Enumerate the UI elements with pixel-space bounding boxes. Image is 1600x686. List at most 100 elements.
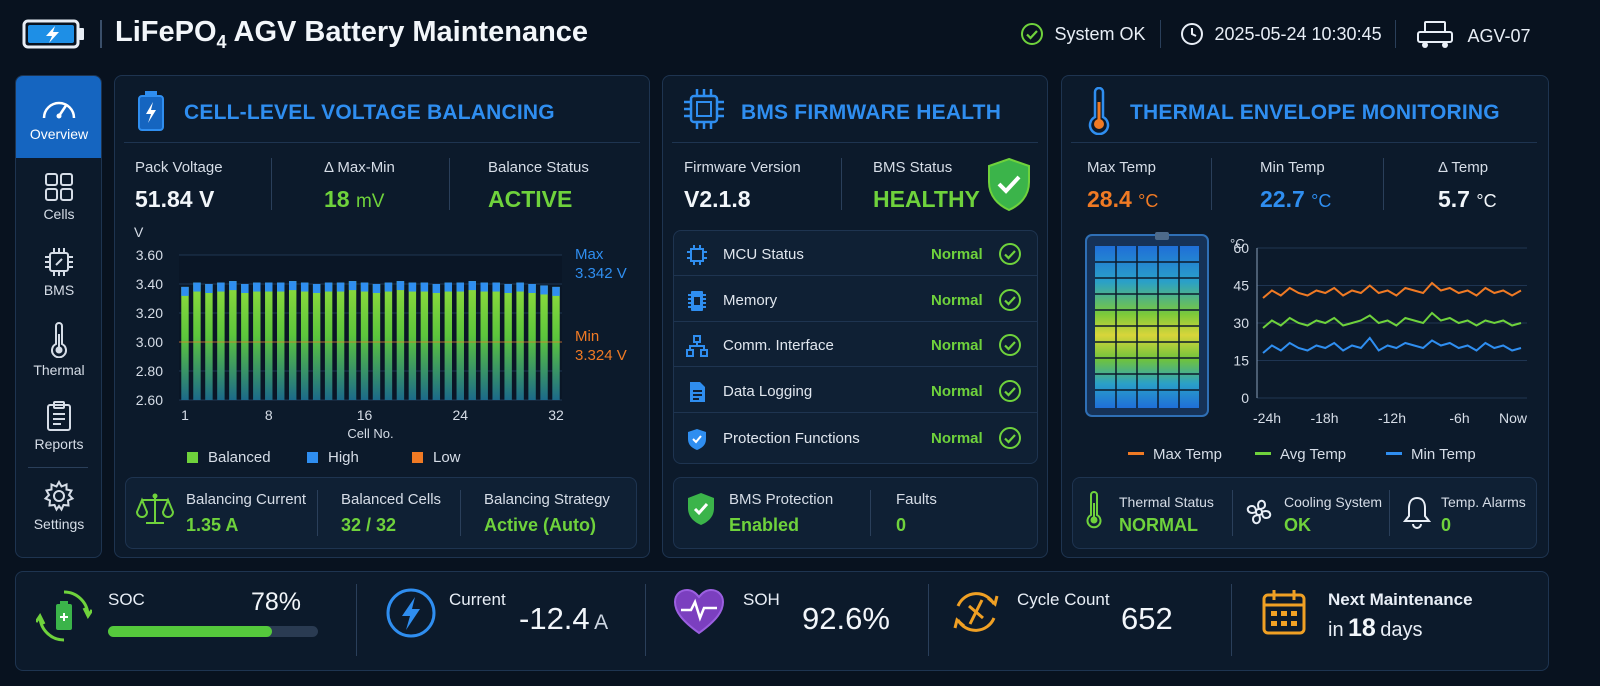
- y-axis-label: V: [134, 224, 144, 240]
- x-tick-label: 8: [265, 407, 273, 423]
- balancing-current-label: Balancing Current: [186, 491, 307, 508]
- cell-voltage-chart: V 3.60 3.40 3.20 3.00 2.80 2.60 1 8 16 24 32 Cell No…: [134, 224, 564, 441]
- bms-protection-value: Enabled: [729, 515, 800, 535]
- min-voltage-annotation: Min 3.324 V: [575, 328, 627, 364]
- sidebar-item-reports[interactable]: Reports: [16, 400, 102, 452]
- check-circle-icon: [999, 289, 1021, 311]
- cycle-count-value: 652: [1121, 601, 1173, 636]
- bms-checks-list: [673, 230, 1038, 464]
- cell-bar-high-segment: [253, 282, 261, 292]
- cell-bar-high-segment: [528, 284, 536, 293]
- bms-row-label: Memory: [723, 292, 778, 309]
- cooling-system-value: OK: [1284, 515, 1311, 535]
- system-status: System OK: [1020, 22, 1145, 46]
- vehicle-id[interactable]: AGV-07: [1415, 18, 1531, 50]
- firmware-version-value: V2.1.8: [684, 186, 751, 212]
- bms-row-label: Protection Functions: [723, 430, 860, 447]
- next-maintenance-value: in 18 days: [1328, 614, 1423, 642]
- chip-icon: [687, 245, 707, 265]
- sidebar-item-bms[interactable]: BMS: [16, 246, 102, 298]
- check-circle-icon: [999, 243, 1021, 265]
- cell-bar: [253, 282, 261, 400]
- soc-value: 78%: [251, 588, 302, 616]
- gear-icon: [43, 480, 75, 512]
- cell-bar-high-segment: [432, 284, 441, 293]
- bms-row-value: Normal: [931, 430, 983, 447]
- grid-icon: [45, 173, 73, 201]
- legend-low: Low: [412, 449, 461, 466]
- cell-bar-high-segment: [444, 282, 453, 292]
- y-tick-label: 3.20: [136, 305, 163, 321]
- sidebar-item-overview-label[interactable]: Overview: [16, 92, 102, 142]
- bms-panel-title: BMS FIRMWARE HEALTH: [741, 101, 1002, 124]
- thermometer-title-icon: [1085, 86, 1113, 140]
- gauge-icon: [42, 101, 76, 119]
- scale-icon: [135, 490, 175, 533]
- pack-voltage-label: Pack Voltage: [135, 159, 223, 176]
- check-circle-icon: [1021, 23, 1043, 45]
- thermal-status-label: Thermal Status: [1119, 494, 1214, 510]
- cell-bar-high-segment: [456, 282, 464, 292]
- calendar-icon: [1261, 588, 1307, 641]
- current-label: Current: [449, 590, 506, 609]
- cell-bar: [456, 282, 464, 400]
- cycle-count-icon: [950, 586, 1002, 643]
- soc-label: SOC: [108, 590, 145, 609]
- min-temp-label: Min Temp: [1260, 159, 1325, 176]
- bms-row-comm[interactable]: Comm. Interface Normal: [673, 323, 1038, 367]
- cell-bar-high-segment: [324, 282, 333, 292]
- cell-bar-high-segment: [468, 281, 476, 291]
- cell-bar-high-segment: [241, 284, 249, 293]
- sidebar-item-cells[interactable]: Cells: [16, 172, 102, 222]
- balancing-strategy-value: Active (Auto): [484, 515, 596, 535]
- cell-panel-title: CELL-LEVEL VOLTAGE BALANCING: [184, 101, 555, 124]
- series-line-avg-temp: [1262, 311, 1522, 329]
- x-tick-label: Now: [1499, 410, 1528, 426]
- legend-max-temp: Max Temp: [1128, 446, 1222, 463]
- x-tick-label: 16: [357, 407, 373, 423]
- cell-bar-high-segment: [277, 282, 285, 292]
- y-tick-label: 2.80: [136, 363, 163, 379]
- bms-row-value: Normal: [931, 292, 983, 309]
- balanced-cells-label: Balanced Cells: [341, 491, 442, 508]
- soh-value: 92.6%: [802, 601, 890, 636]
- soh-label: SOH: [743, 590, 780, 609]
- bms-row-protection[interactable]: Protection Functions Normal: [673, 416, 1038, 460]
- cell-bar-high-segment: [552, 286, 560, 296]
- cell-bar: [444, 282, 453, 400]
- current-value: -12.4 A: [519, 601, 609, 636]
- sidebar-item-thermal[interactable]: Thermal: [16, 322, 102, 378]
- bms-row-memory[interactable]: Memory Normal: [673, 278, 1038, 322]
- cell-bar: [229, 281, 237, 400]
- cell-bar-high-segment: [360, 282, 369, 292]
- cell-bar-high-segment: [288, 281, 297, 291]
- thermometer-small-icon: [1084, 491, 1104, 534]
- cell-bar-high-segment: [480, 282, 488, 292]
- x-tick-label: 24: [452, 407, 468, 423]
- bms-row-logging[interactable]: Data Logging Normal: [673, 369, 1038, 413]
- x-tick-label: -12h: [1378, 410, 1406, 426]
- shield-check-small-icon: [686, 491, 716, 532]
- x-tick-label: -24h: [1253, 410, 1281, 426]
- pack-voltage-value: 51.84 V: [135, 186, 215, 212]
- cell-bar: [492, 282, 500, 400]
- bms-row-value: Normal: [931, 246, 983, 263]
- battery-cell-icon: [136, 90, 166, 137]
- check-circle-icon: [999, 334, 1021, 356]
- balancing-current-value: 1.35 A: [186, 515, 239, 535]
- bms-row-mcu[interactable]: MCU Status Normal: [673, 232, 1038, 276]
- legend-avg-temp: Avg Temp: [1255, 446, 1346, 463]
- sidebar-item-settings[interactable]: Settings: [16, 480, 102, 532]
- cell-bar-high-segment: [420, 282, 429, 292]
- cell-bar: [300, 282, 309, 400]
- min-temp-value: 22.7 °C: [1260, 186, 1332, 212]
- x-tick-label: 32: [548, 407, 564, 423]
- delta-value: 18 mV: [324, 186, 385, 212]
- shield-check-icon: [986, 156, 1032, 217]
- temp-alarms-value: 0: [1441, 515, 1452, 535]
- cell-bar-high-segment: [372, 284, 381, 293]
- cell-bar: [480, 282, 488, 400]
- check-circle-icon: [999, 380, 1021, 402]
- app-logo-battery-icon: [22, 18, 86, 55]
- balancing-summary: [125, 477, 637, 549]
